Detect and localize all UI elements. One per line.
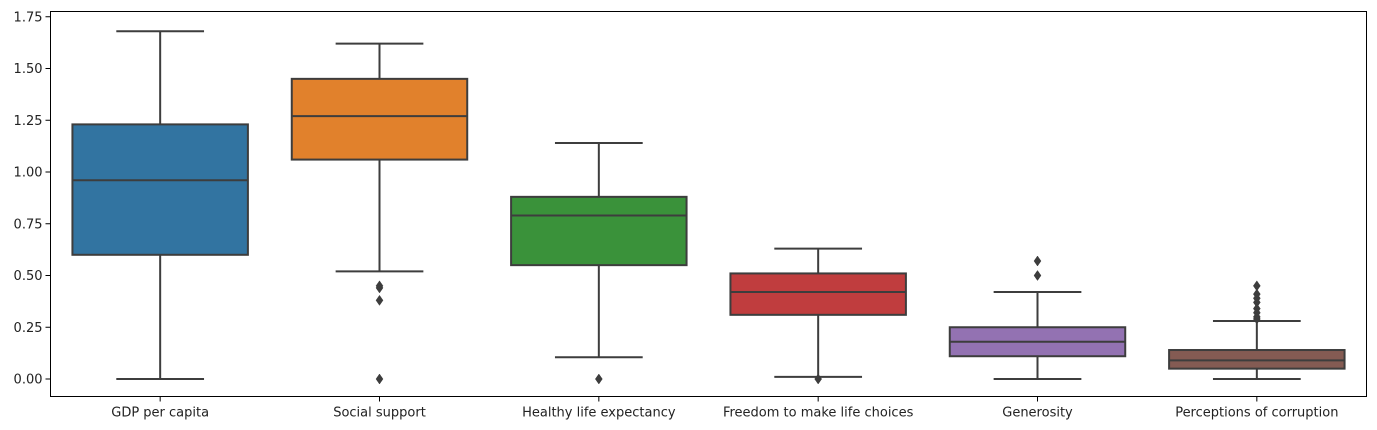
y-tick-label: 0.25: [14, 321, 43, 336]
box-body: [510, 195, 688, 267]
box-5: [948, 255, 1127, 380]
box-6: [1168, 280, 1346, 380]
outlier-point: [814, 373, 822, 385]
box-body: [1168, 349, 1346, 370]
box-body: [290, 77, 469, 161]
box-body: [71, 123, 249, 256]
y-tick-label: 1.00: [14, 166, 43, 181]
outlier-point: [375, 294, 384, 306]
y-tick-label: 0.50: [14, 269, 43, 284]
y-tick-label: 0.00: [14, 373, 43, 388]
plot-marks: [71, 30, 1346, 385]
x-axis: GDP per capita Social support Healthy life…: [111, 396, 1338, 421]
x-tick-label: Generosity: [1002, 406, 1073, 421]
box-body: [729, 272, 907, 316]
y-tick-label: 1.75: [14, 10, 43, 25]
outlier-point: [595, 373, 603, 385]
outlier-point: [375, 373, 384, 385]
y-axis: 0.00 0.25 0.50 0.75 1.00 1.25 1.50 1.75: [14, 10, 51, 388]
plot-frame: [50, 11, 1367, 397]
outlier-point: [375, 282, 384, 294]
y-tick-label: 0.75: [14, 217, 43, 232]
x-tick-label: Social support: [333, 406, 426, 421]
outlier-point: [1033, 255, 1042, 267]
box-4: [729, 247, 907, 385]
box-1: [71, 30, 249, 380]
outlier-point: [1253, 313, 1261, 325]
x-tick-label: GDP per capita: [111, 406, 209, 421]
y-tick-label: 1.50: [14, 62, 43, 77]
outlier-point: [1033, 270, 1042, 281]
box-3: [510, 142, 688, 385]
box-2: [290, 42, 469, 385]
x-tick-label: Healthy life expectancy: [522, 406, 676, 421]
y-tick-label: 1.25: [14, 114, 43, 129]
x-tick-label: Freedom to make life choices: [723, 406, 914, 421]
x-tick-label: Perceptions of corruption: [1175, 406, 1338, 421]
